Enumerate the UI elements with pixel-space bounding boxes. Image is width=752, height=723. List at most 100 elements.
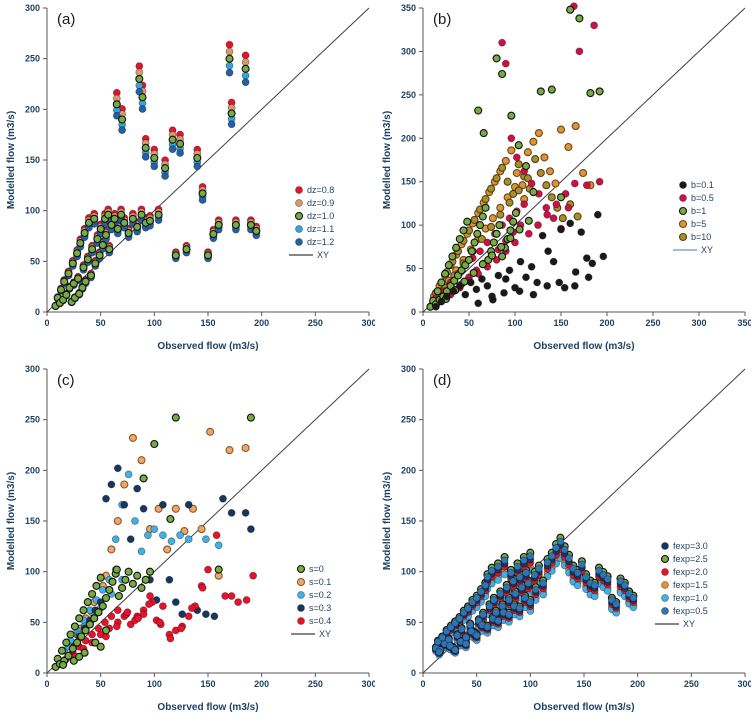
y-tick-label: 0 — [411, 307, 416, 317]
y-tick-label: 350 — [401, 3, 416, 13]
y-tick-label: 150 — [401, 516, 416, 526]
x-tick-label: 100 — [507, 318, 522, 328]
legend-entry-label: fexp=2.0 — [673, 567, 708, 577]
x-axis-title: Observed flow (m3/s) — [533, 341, 634, 352]
legend-marker — [297, 604, 305, 612]
x-tick-label: 150 — [576, 679, 591, 689]
x-tick-label: 250 — [308, 318, 323, 328]
legend-entry-label: dz=1.1 — [307, 224, 334, 234]
scatter-chart-(c): 0 50 100 150 200 250 300 0 50 100 150 200 250 300 Obse… — [6, 364, 375, 713]
axes: 0 50 100 150 200 250 300 0 50 100 150 200 250 300 — [25, 364, 375, 689]
x-tick-label: 200 — [254, 679, 269, 689]
legend-entry-label: fexp=0.5 — [673, 606, 708, 616]
legend-marker — [661, 581, 669, 589]
chart-panel-b: 0 50 100 150 200 250 300 350 0 50 100 150 200 250 300 3… — [376, 0, 752, 361]
x-tick-label: 50 — [96, 679, 106, 689]
y-tick-label: 250 — [401, 90, 416, 100]
legend-entry-label: s=0.4 — [309, 616, 331, 626]
y-tick-label: 300 — [401, 46, 416, 56]
legend-entry-label: fexp=1.0 — [673, 593, 708, 603]
y-tick-label: 0 — [411, 668, 416, 678]
x-tick-label: 0 — [420, 679, 425, 689]
panel-label: (a) — [57, 11, 75, 28]
legend-entry-label: s=0 — [309, 564, 324, 574]
y-tick-label: 0 — [35, 307, 40, 317]
y-tick-label: 150 — [25, 516, 40, 526]
legend-entry-label: s=0.2 — [309, 590, 331, 600]
chart-panel-d: 0 50 100 150 200 250 300 0 50 100 150 200 250 300 Obse… — [376, 361, 752, 723]
legend: fexp=3.0 fexp=2.5 fexp=2.0 fexp=1.5 fexp=1.0… — [651, 536, 749, 641]
y-tick-label: 200 — [401, 133, 416, 143]
axes: 0 50 100 150 200 250 300 350 0 50 100 150 200 250 300 3… — [401, 3, 751, 328]
x-tick-label: 250 — [684, 679, 699, 689]
y-tick-label: 100 — [25, 567, 40, 577]
scatter-chart-(a): 0 50 100 150 200 250 300 0 50 100 150 200 250 300 Obse… — [6, 3, 375, 352]
legend-marker — [678, 206, 688, 216]
legend-marker — [661, 594, 669, 602]
legend-marker — [295, 199, 303, 207]
x-tick-label: 100 — [147, 679, 162, 689]
series-fexp=0.5 — [432, 537, 638, 657]
legend-marker — [296, 564, 306, 574]
chart-panel-a: 0 50 100 150 200 250 300 0 50 100 150 200 250 300 Obse… — [0, 0, 376, 361]
x-tick-label: 0 — [44, 679, 49, 689]
legend-marker — [679, 181, 687, 189]
chart-panel-c: 0 50 100 150 200 250 300 0 50 100 150 200 250 300 Obse… — [0, 361, 376, 723]
legend-marker — [679, 194, 687, 202]
axes: 0 50 100 150 200 250 300 0 50 100 150 200 250 300 — [401, 364, 751, 689]
x-tick-label: 150 — [553, 318, 568, 328]
legend-marker — [297, 617, 305, 625]
scatter-chart-(b): 0 50 100 150 200 250 300 350 0 50 100 150 200 250 300 3… — [382, 2, 751, 352]
legend-entry-label: b=0.1 — [691, 180, 714, 190]
legend-marker — [660, 554, 670, 564]
y-axis-title: Modelled flow (m3/s) — [382, 472, 393, 570]
x-tick-label: 250 — [645, 318, 660, 328]
series-b=1 — [426, 5, 604, 311]
y-tick-label: 300 — [25, 364, 40, 374]
x-tick-label: 300 — [361, 679, 375, 689]
xy-line — [46, 368, 370, 674]
y-tick-label: 150 — [401, 177, 416, 187]
legend-xy-label: XY — [701, 245, 713, 255]
series-s=0 — [51, 413, 255, 671]
legend-xy-label: XY — [683, 619, 695, 629]
panel-label: (c) — [57, 372, 75, 389]
xy-line — [422, 7, 746, 313]
legend: dz=0.8 dz=0.9 dz=1.0 dz=1.1 dz=1.2 XY — [285, 180, 373, 272]
legend-entry-label: fexp=3.0 — [673, 541, 708, 551]
x-tick-label: 50 — [472, 679, 482, 689]
legend-marker — [295, 238, 303, 246]
y-tick-label: 50 — [406, 617, 416, 627]
y-tick-label: 0 — [35, 668, 40, 678]
y-tick-label: 50 — [406, 264, 416, 274]
legend-entry-label: b=1 — [691, 206, 706, 216]
panel-label: (b) — [433, 11, 451, 28]
legend-entry-label: dz=0.9 — [307, 198, 334, 208]
legend: b=0.1 b=0.5 b=1 b=5 b=10 XY — [669, 175, 749, 267]
series-dz=1.0 — [51, 54, 261, 310]
legend-entry-label: fexp=1.5 — [673, 580, 708, 590]
legend-entry-label: b=10 — [691, 232, 711, 242]
legend-marker — [678, 219, 688, 229]
x-tick-label: 200 — [630, 679, 645, 689]
y-tick-label: 100 — [25, 206, 40, 216]
y-axis-title: Modelled flow (m3/s) — [6, 472, 17, 570]
legend-entry-label: s=0.1 — [309, 577, 331, 587]
legend-entry-label: fexp=2.5 — [673, 554, 708, 564]
legend-marker — [661, 607, 669, 615]
x-tick-label: 150 — [200, 679, 215, 689]
series-b=0.1 — [432, 210, 608, 311]
x-axis-title: Observed flow (m3/s) — [533, 702, 634, 713]
x-tick-label: 50 — [464, 318, 474, 328]
legend-marker — [678, 232, 688, 242]
legend-marker — [296, 577, 306, 587]
series-dz=1.2 — [51, 68, 261, 311]
x-tick-label: 150 — [200, 318, 215, 328]
y-tick-label: 200 — [25, 465, 40, 475]
x-tick-label: 350 — [737, 318, 751, 328]
legend-entry-label: b=0.5 — [691, 193, 714, 203]
y-tick-label: 300 — [401, 364, 416, 374]
scatter-chart-(d): 0 50 100 150 200 250 300 0 50 100 150 200 250 300 Obse… — [382, 364, 751, 713]
